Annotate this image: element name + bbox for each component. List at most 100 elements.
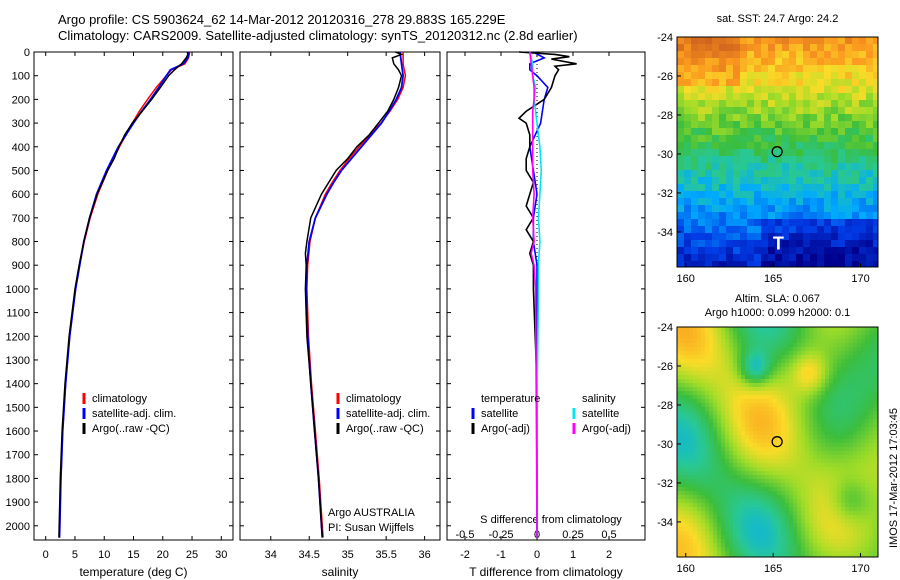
- map-cell: [729, 467, 734, 472]
- map-cell: [782, 247, 790, 255]
- map-cell: [821, 355, 826, 360]
- map-cell: [805, 499, 810, 504]
- map-cell: [677, 463, 682, 468]
- map-cell: [693, 363, 698, 368]
- map-cell: [737, 455, 742, 460]
- map-cell: [853, 327, 858, 332]
- map-cell: [829, 487, 834, 492]
- map-cell: [853, 435, 858, 440]
- map-cell: [853, 335, 858, 340]
- map-cell: [849, 491, 854, 496]
- map-cell: [773, 331, 778, 336]
- map-cell: [747, 254, 755, 262]
- map-cell: [684, 107, 692, 115]
- map-cell: [810, 100, 818, 108]
- map-cell: [768, 44, 776, 52]
- map-cell: [824, 107, 832, 115]
- map-cell: [853, 415, 858, 420]
- map-cell: [837, 495, 842, 500]
- map-cell: [740, 93, 748, 101]
- map-cell: [725, 379, 730, 384]
- map-cell: [781, 483, 786, 488]
- map-cell: [873, 375, 878, 380]
- map-cell: [841, 347, 846, 352]
- map-cell: [684, 170, 692, 178]
- map-cell: [754, 142, 762, 150]
- map-cell: [726, 254, 734, 262]
- map-cell: [693, 423, 698, 428]
- map-cell: [873, 58, 879, 66]
- map-cell: [857, 539, 862, 544]
- map-cell: [717, 503, 722, 508]
- map-cell: [701, 555, 706, 558]
- map-cell: [789, 343, 794, 348]
- map-cell: [796, 107, 804, 115]
- map-cell: [698, 170, 706, 178]
- map-cell: [821, 483, 826, 488]
- map-cell: [733, 177, 741, 185]
- map-cell: [749, 431, 754, 436]
- map-cell: [805, 411, 810, 416]
- map-cell: [761, 519, 766, 524]
- map-cell: [821, 443, 826, 448]
- map-cell: [737, 427, 742, 432]
- map-cell: [705, 523, 710, 528]
- map-cell: [796, 44, 804, 52]
- map-cell: [789, 491, 794, 496]
- map-cell: [721, 467, 726, 472]
- map-cell: [865, 343, 870, 348]
- map-cell: [761, 375, 766, 380]
- map-cell: [873, 527, 878, 532]
- map-cell: [793, 535, 798, 540]
- map-cell: [705, 411, 710, 416]
- map-cell: [693, 343, 698, 348]
- map-cell: [869, 371, 874, 376]
- map-cell: [753, 547, 758, 552]
- map-cell: [757, 379, 762, 384]
- map-cell: [725, 423, 730, 428]
- map-cell: [753, 419, 758, 424]
- map-cell: [749, 399, 754, 404]
- map-cell: [747, 100, 755, 108]
- map-cell: [813, 483, 818, 488]
- map-cell: [709, 491, 714, 496]
- map-cell: [849, 371, 854, 376]
- map-cell: [781, 455, 786, 460]
- map-cell: [841, 335, 846, 340]
- depth-tick-label: 400: [12, 142, 30, 154]
- map-cell: [797, 431, 802, 436]
- map-cell: [829, 439, 834, 444]
- map-cell: [713, 331, 718, 336]
- map-cell: [693, 335, 698, 340]
- map-cell: [829, 399, 834, 404]
- map-cell: [845, 191, 853, 199]
- map-cell: [693, 475, 698, 480]
- map-cell: [769, 419, 774, 424]
- map-cell: [869, 339, 874, 344]
- map-cell: [873, 226, 879, 234]
- map-cell: [705, 511, 710, 516]
- map-cell: [741, 415, 746, 420]
- map-cell: [849, 475, 854, 480]
- map-cell: [691, 240, 699, 248]
- map-cell: [845, 479, 850, 484]
- map-cell: [713, 543, 718, 548]
- map-cell: [829, 535, 834, 540]
- map-cell: [861, 331, 866, 336]
- map-cell: [803, 198, 811, 206]
- map-cell: [725, 535, 730, 540]
- map-cell: [803, 79, 811, 87]
- map-cell: [833, 395, 838, 400]
- map-cell: [803, 156, 811, 164]
- map-cell: [725, 475, 730, 480]
- map-cell: [873, 86, 879, 94]
- map-cell: [685, 455, 690, 460]
- map-cell: [685, 543, 690, 548]
- map-cell: [796, 177, 804, 185]
- map-cell: [821, 519, 826, 524]
- map-cell: [713, 499, 718, 504]
- x-tick-label: 0: [534, 549, 540, 561]
- map-cell: [733, 515, 738, 520]
- map-cell: [841, 443, 846, 448]
- map-cell: [691, 219, 699, 227]
